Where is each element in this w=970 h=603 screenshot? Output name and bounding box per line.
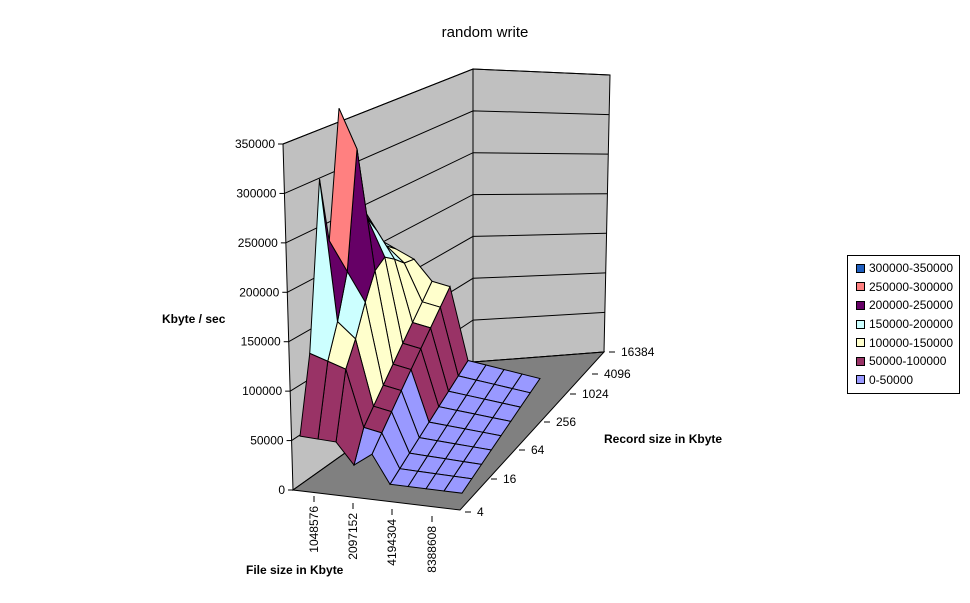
legend-label: 300000-350000 bbox=[869, 261, 954, 276]
x-tick-label: 2097152 bbox=[346, 513, 360, 560]
z-axis-title: Kbyte / sec bbox=[162, 312, 226, 326]
x-tick-label: 8388608 bbox=[425, 526, 439, 573]
x-axis-title: File size in Kbyte bbox=[246, 563, 344, 577]
y-tick-label: 4 bbox=[477, 505, 484, 519]
surface-patch bbox=[299, 352, 329, 440]
z-tick-label: 150000 bbox=[241, 335, 281, 349]
gridline bbox=[282, 68, 611, 145]
surface-mesh bbox=[299, 108, 541, 494]
y-axis-title: Record size in Kbyte bbox=[604, 432, 722, 446]
legend-label: 0-50000 bbox=[869, 372, 914, 387]
legend-item: 250000-300000 bbox=[848, 278, 959, 297]
x-tick-label: 4194304 bbox=[385, 519, 399, 566]
legend-item: 0-50000 bbox=[848, 371, 959, 390]
y-tick-label: 4096 bbox=[604, 367, 631, 381]
z-tick-label: 0 bbox=[278, 483, 285, 497]
y-tick-label: 16384 bbox=[621, 345, 655, 359]
z-tick-label: 50000 bbox=[250, 434, 284, 448]
y-tick-label: 64 bbox=[531, 443, 545, 457]
legend-label: 50000-100000 bbox=[869, 354, 947, 369]
legend-label: 100000-150000 bbox=[869, 335, 954, 350]
y-tick-label: 256 bbox=[556, 415, 576, 429]
legend-swatch bbox=[856, 319, 865, 329]
legend-label: 150000-200000 bbox=[869, 317, 954, 332]
z-tick-label: 300000 bbox=[236, 186, 276, 200]
chart-legend: 300000-350000 250000-300000 200000-250000 1… bbox=[847, 255, 960, 395]
legend-swatch bbox=[856, 263, 865, 273]
z-tick-label: 100000 bbox=[242, 384, 282, 398]
legend-swatch bbox=[856, 356, 865, 366]
chart-title: random write bbox=[442, 24, 529, 41]
legend-swatch bbox=[856, 375, 865, 385]
x-tick-label: 1048576 bbox=[307, 506, 321, 553]
y-tick-label: 16 bbox=[503, 472, 517, 486]
y-tick-label: 1024 bbox=[582, 387, 609, 401]
legend-swatch bbox=[856, 338, 865, 348]
legend-item: 300000-350000 bbox=[848, 259, 959, 278]
z-tick-label: 250000 bbox=[238, 236, 278, 250]
axis-ticks: 0 50000 100000 150000 200000 250000 300000 3500… bbox=[235, 137, 655, 573]
legend-item: 200000-250000 bbox=[848, 296, 959, 315]
legend-label: 200000-250000 bbox=[869, 298, 954, 313]
z-tick-label: 200000 bbox=[239, 285, 279, 299]
legend-label: 250000-300000 bbox=[869, 279, 954, 294]
legend-swatch bbox=[856, 282, 865, 292]
legend-item: 50000-100000 bbox=[848, 352, 959, 371]
legend-item: 150000-200000 bbox=[848, 315, 959, 334]
z-tick-label: 350000 bbox=[235, 137, 275, 151]
legend-item: 100000-150000 bbox=[848, 333, 959, 352]
legend-swatch bbox=[856, 300, 865, 310]
